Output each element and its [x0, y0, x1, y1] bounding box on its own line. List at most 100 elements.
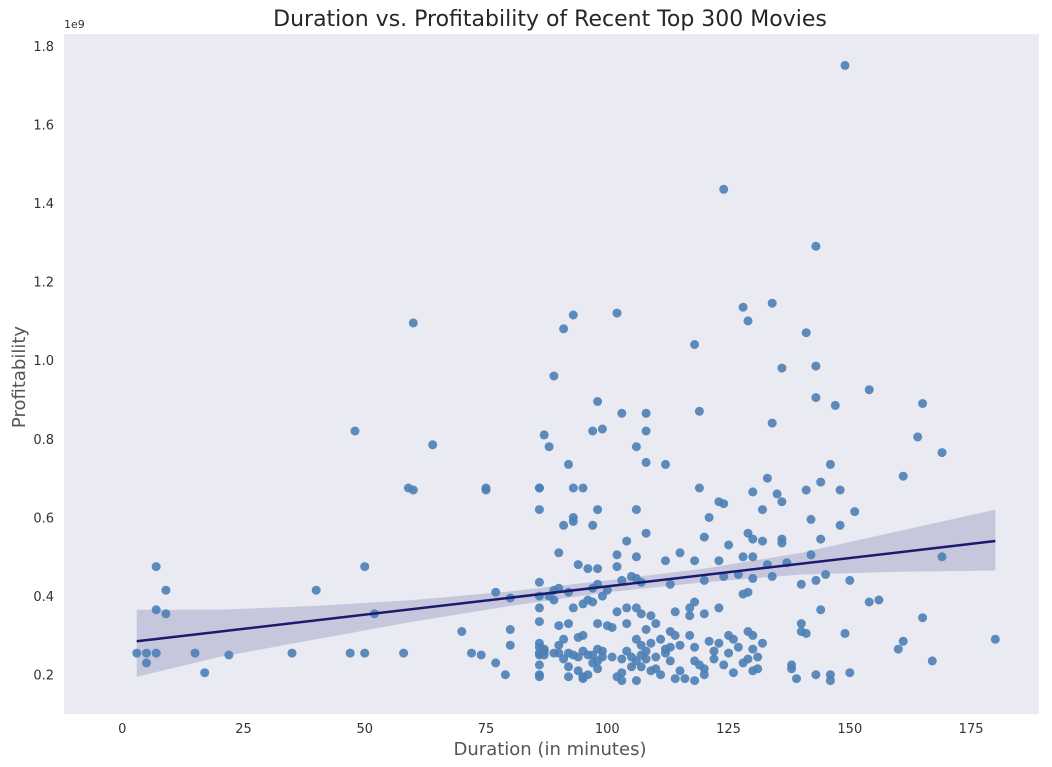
data-point	[704, 636, 714, 646]
data-point	[835, 520, 845, 530]
data-point	[898, 636, 908, 646]
data-point	[816, 534, 826, 544]
data-point	[568, 483, 578, 493]
data-point	[690, 556, 700, 566]
data-point	[811, 393, 821, 403]
y-tick-label: 1.4	[33, 197, 54, 212]
data-point	[617, 408, 627, 418]
data-point	[685, 611, 695, 621]
data-point	[190, 648, 200, 658]
data-point	[617, 654, 627, 664]
data-point	[690, 642, 700, 652]
data-point	[913, 432, 923, 442]
data-point	[593, 619, 603, 629]
data-point	[554, 583, 564, 593]
data-point	[675, 666, 685, 676]
data-point	[622, 536, 632, 546]
data-point	[690, 597, 700, 607]
x-tick-label: 25	[235, 722, 252, 737]
data-point	[534, 672, 544, 682]
data-point	[631, 505, 641, 515]
data-point	[612, 562, 622, 572]
data-point	[491, 658, 501, 668]
y-tick-label: 0.6	[33, 511, 54, 526]
data-point	[753, 652, 763, 662]
data-point	[699, 670, 709, 680]
data-point	[481, 483, 491, 493]
data-point	[728, 668, 738, 678]
data-point	[714, 638, 724, 648]
data-point	[874, 595, 884, 605]
data-point	[796, 579, 806, 589]
data-point	[801, 628, 811, 638]
data-point	[767, 298, 777, 308]
data-point	[709, 646, 719, 656]
data-point	[602, 585, 612, 595]
data-point	[748, 630, 758, 640]
y-tick-label: 1.6	[33, 118, 54, 133]
data-point	[714, 603, 724, 613]
data-point	[864, 385, 874, 395]
data-point	[287, 648, 297, 658]
data-point	[724, 648, 734, 658]
data-point	[758, 536, 767, 546]
data-point	[612, 550, 622, 560]
data-point	[748, 552, 758, 562]
data-point	[825, 676, 835, 686]
data-point	[142, 658, 151, 668]
data-point	[641, 457, 651, 467]
x-tick-labels: 0 25 50 75 100 125 150 175	[118, 722, 983, 737]
data-point	[636, 662, 646, 672]
data-point	[311, 585, 321, 595]
data-point	[840, 628, 850, 638]
data-point	[593, 664, 603, 674]
data-point	[825, 459, 835, 469]
data-point	[733, 642, 743, 652]
data-point	[656, 670, 666, 680]
data-point	[845, 668, 855, 678]
data-point	[617, 668, 627, 678]
data-point	[927, 656, 937, 666]
data-point	[597, 424, 607, 434]
data-point	[840, 60, 850, 70]
data-point	[850, 507, 860, 517]
data-point	[694, 406, 704, 416]
data-point	[568, 516, 578, 526]
data-point	[748, 573, 758, 583]
data-point	[937, 552, 947, 562]
data-point	[743, 587, 753, 597]
y-axis-label: Profitability	[9, 326, 30, 428]
data-point	[161, 609, 171, 619]
data-point	[345, 648, 355, 658]
data-point	[864, 597, 874, 607]
x-tick-label: 50	[356, 722, 373, 737]
data-point	[559, 654, 569, 664]
data-point	[690, 340, 700, 349]
data-point	[685, 630, 695, 640]
data-point	[200, 668, 210, 678]
data-point	[593, 397, 603, 406]
y-tick-label: 1.8	[33, 40, 54, 55]
x-tick-label: 175	[959, 722, 984, 737]
data-point	[578, 483, 588, 493]
y-tick-label: 1.2	[33, 276, 54, 291]
y-tick-label: 0.8	[33, 433, 54, 448]
x-tick-label: 75	[478, 722, 495, 737]
data-point	[675, 640, 685, 650]
data-point	[627, 662, 636, 672]
data-point	[937, 448, 947, 458]
data-point	[583, 670, 593, 680]
data-point	[675, 548, 685, 558]
data-point	[534, 483, 544, 493]
data-point	[777, 363, 787, 373]
data-point	[724, 540, 734, 550]
data-point	[685, 603, 695, 613]
data-point	[719, 499, 729, 509]
regression-line	[136, 539, 996, 643]
data-point	[801, 485, 811, 495]
data-point	[583, 564, 593, 574]
regression-line-layer	[136, 539, 996, 643]
data-point	[777, 538, 787, 548]
data-point	[801, 328, 811, 338]
data-point	[811, 575, 821, 585]
